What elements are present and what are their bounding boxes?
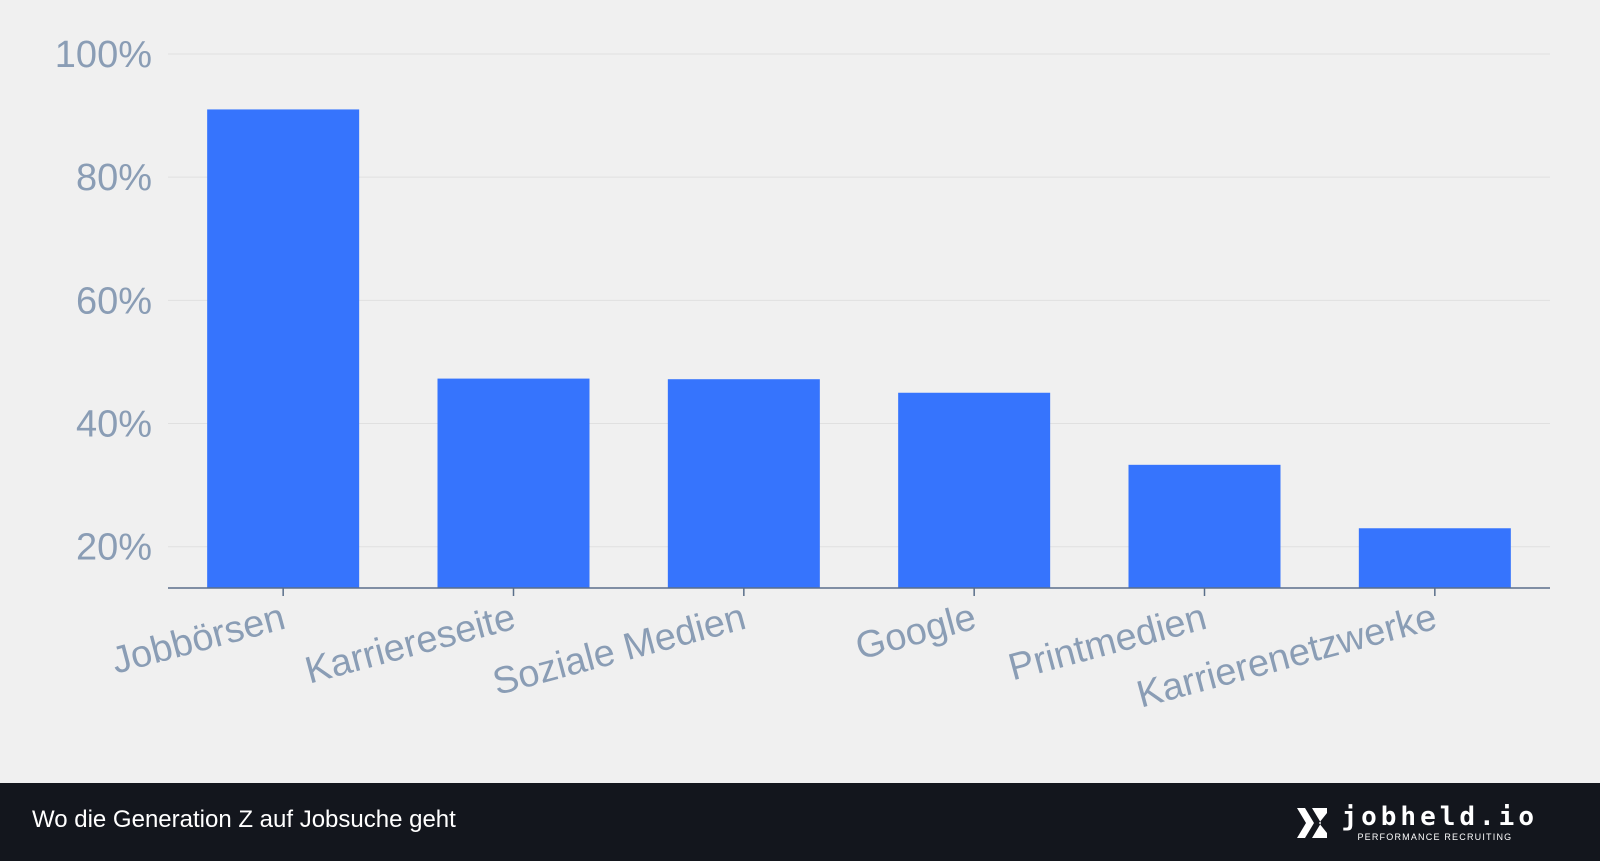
chart-caption: Wo die Generation Z auf Jobsuche geht <box>32 806 456 833</box>
x-category-label: Jobbörsen <box>107 596 289 683</box>
jobheld-logo-icon <box>1297 808 1328 838</box>
grid-lines <box>168 53 1550 548</box>
y-tick-label: 100% <box>55 34 152 76</box>
y-tick-label: 40% <box>76 404 152 446</box>
x-axis <box>168 587 1550 596</box>
footer-bar: Wo die Generation Z auf Jobsuche geht jo… <box>0 783 1600 861</box>
bar <box>437 378 590 588</box>
bar <box>898 392 1051 588</box>
x-category-label: Karriereseite <box>301 596 520 692</box>
bar <box>207 109 360 588</box>
brand-logo: jobheld.io PERFORMANCE RECRUITING <box>1295 801 1538 845</box>
brand-tagline: PERFORMANCE RECRUITING <box>1357 832 1513 842</box>
bar <box>667 379 820 588</box>
y-tick-label: 80% <box>76 157 152 199</box>
bars <box>207 109 1511 588</box>
brand-text: jobheld.io PERFORMANCE RECRUITING <box>1341 803 1538 843</box>
bar-chart: 20% 40% 60% 80% 100% Jobbörsen KarriereseiteS… <box>55 34 1550 716</box>
y-tick-label: 60% <box>76 280 152 322</box>
x-category-label: Soziale Medien <box>488 596 750 704</box>
y-tick-label: 20% <box>76 527 152 569</box>
chart-area: 20% 40% 60% 80% 100% Jobbörsen Karriereseite S… <box>54 34 1550 717</box>
brand-name: jobheld.io <box>1341 802 1538 832</box>
bar <box>1358 528 1511 588</box>
y-axis-tick-labels: 20% 40% 60% 80% 100% <box>55 34 152 569</box>
x-category-label: Google <box>851 596 980 668</box>
bar <box>1128 464 1281 588</box>
